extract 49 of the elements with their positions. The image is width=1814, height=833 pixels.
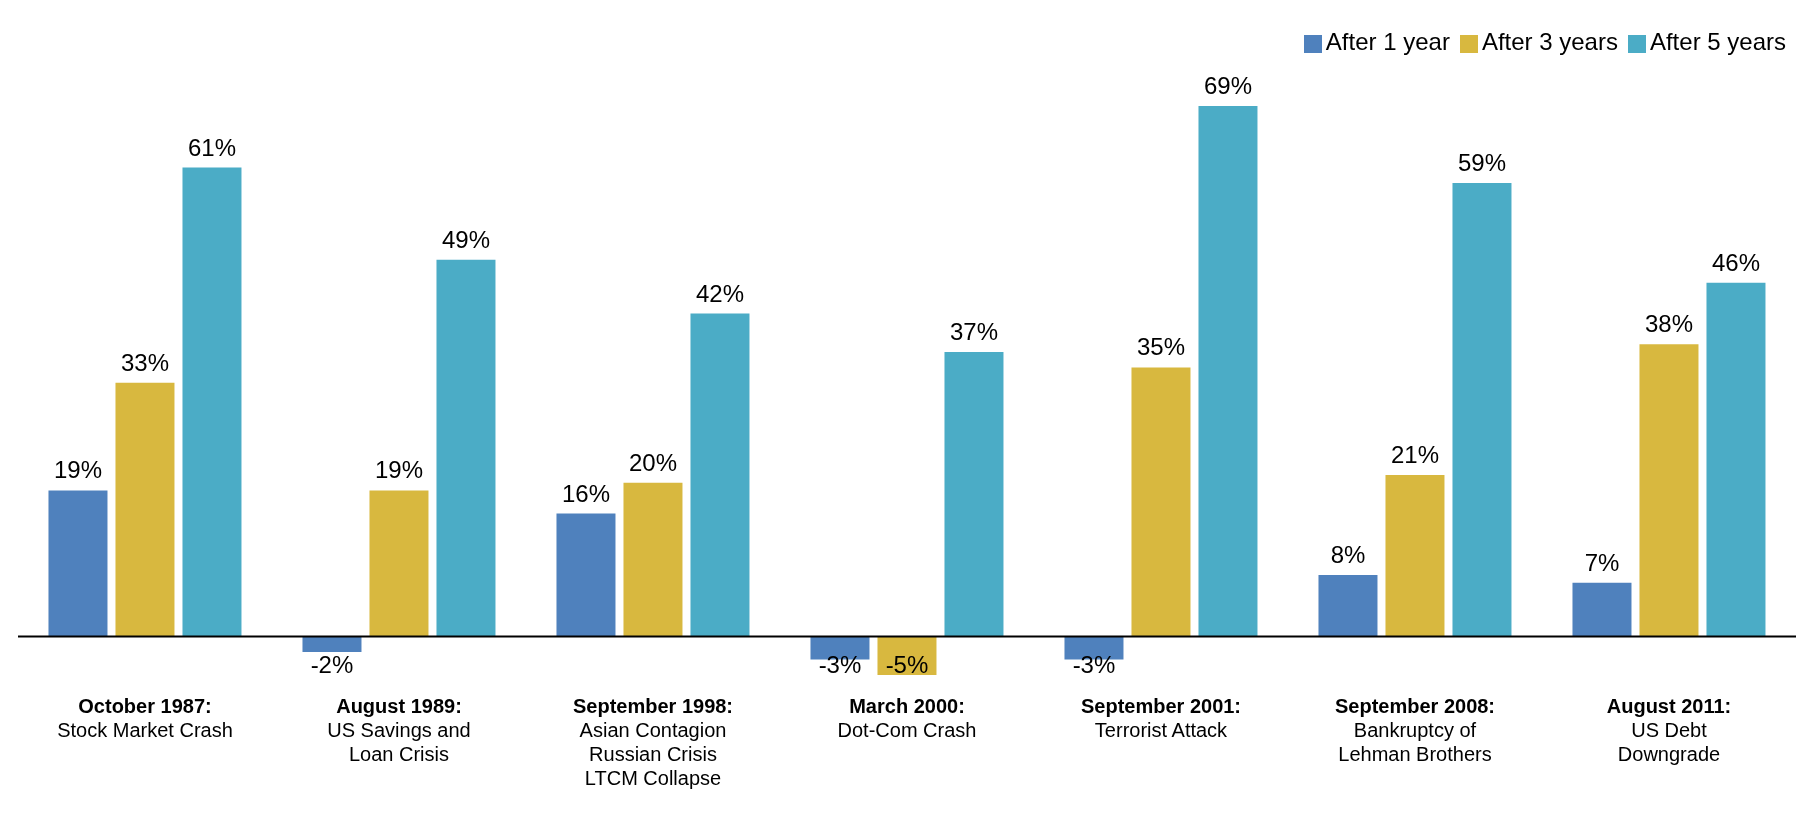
bar bbox=[1706, 282, 1766, 637]
x-tick-label: March 2000: Dot-Com Crash bbox=[837, 695, 977, 741]
bar bbox=[436, 259, 496, 637]
data-label: 42% bbox=[695, 279, 744, 307]
bar bbox=[556, 513, 616, 637]
data-label: 37% bbox=[949, 318, 998, 346]
data-label: -2% bbox=[310, 650, 354, 678]
bar bbox=[369, 490, 429, 637]
data-label: 16% bbox=[561, 479, 610, 507]
bar bbox=[1639, 344, 1699, 637]
data-label: 59% bbox=[1457, 148, 1506, 176]
bar bbox=[48, 490, 108, 637]
data-label: 69% bbox=[1203, 72, 1252, 99]
legend-label: After 1 year bbox=[1325, 28, 1450, 55]
data-label: 7% bbox=[1584, 548, 1620, 576]
x-tick-label: September 2008: Bankruptcy of Lehman Brothers bbox=[1334, 695, 1496, 765]
data-label: 19% bbox=[53, 456, 102, 484]
bar bbox=[1572, 582, 1632, 637]
bar bbox=[1131, 367, 1191, 637]
bar bbox=[1385, 475, 1445, 637]
bar bbox=[1318, 575, 1378, 637]
data-label: 38% bbox=[1644, 310, 1693, 338]
data-label: 49% bbox=[441, 225, 490, 253]
bar bbox=[115, 382, 175, 637]
x-tick-label: September 1998: Asian Contagion Russian Crisis LTCM Collapse bbox=[572, 695, 734, 789]
bar bbox=[1198, 106, 1258, 637]
data-label: 19% bbox=[374, 456, 423, 484]
data-label: 33% bbox=[120, 348, 169, 376]
legend-label: After 5 years bbox=[1649, 28, 1786, 55]
legend-label: After 3 years bbox=[1481, 28, 1618, 55]
bar bbox=[944, 352, 1004, 637]
data-label: 46% bbox=[1711, 248, 1760, 276]
data-label: 61% bbox=[187, 133, 236, 161]
x-tick-label: August 2011: US Debt Downgrade bbox=[1606, 695, 1732, 765]
bar bbox=[1452, 182, 1512, 637]
data-label: 20% bbox=[628, 448, 677, 476]
bar bbox=[302, 636, 362, 652]
x-tick-label: September 2001: Terrorist Attack bbox=[1080, 695, 1242, 741]
data-label: -5% bbox=[885, 650, 929, 678]
data-label: -3% bbox=[1072, 650, 1116, 678]
data-label: -3% bbox=[818, 650, 862, 678]
bar bbox=[182, 167, 242, 637]
data-label: 8% bbox=[1330, 541, 1366, 569]
bar bbox=[623, 482, 683, 637]
x-tick-label: August 1989: US Savings and Loan Crisis bbox=[327, 695, 471, 765]
bar bbox=[690, 313, 750, 637]
x-tick-label: October 1987: Stock Market Crash bbox=[57, 695, 233, 741]
data-label: 35% bbox=[1136, 333, 1185, 361]
data-label: 21% bbox=[1390, 441, 1439, 469]
